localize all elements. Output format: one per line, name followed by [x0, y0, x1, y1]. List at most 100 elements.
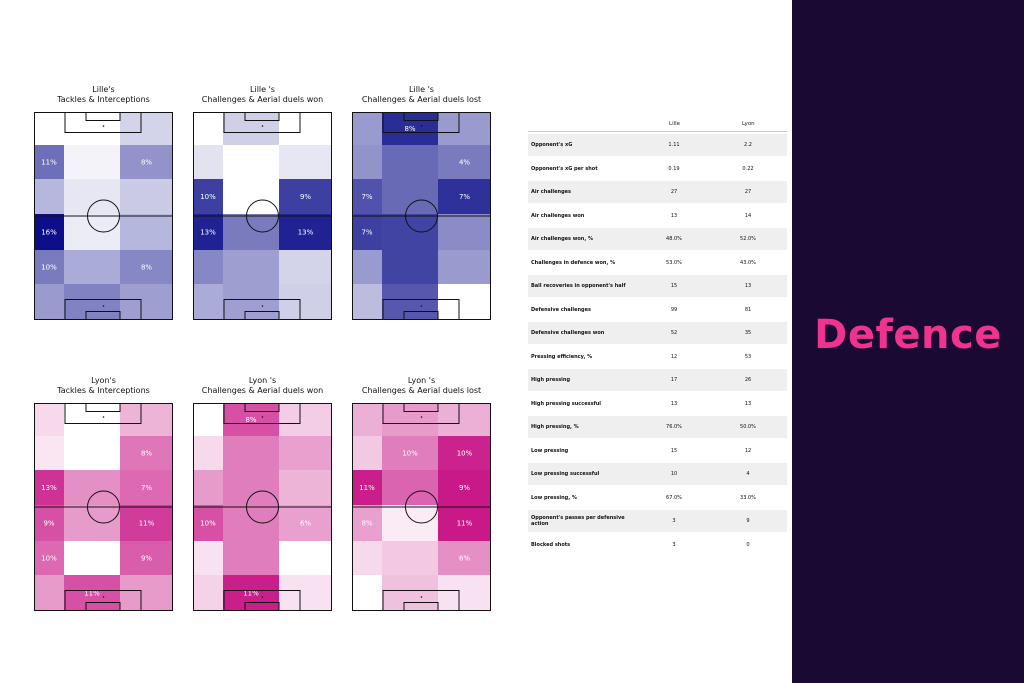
heatmap-cell — [382, 403, 438, 436]
table-row: Ball recoveries in opponent's half 15 13 — [528, 275, 787, 297]
table-row: Air challenges 27 27 — [528, 181, 787, 203]
lyon-value: 13 — [744, 283, 752, 289]
heatmap-cell — [352, 112, 382, 145]
heatmap-cell — [223, 179, 279, 214]
heatmap-title-metric: Tackles & Interceptions — [57, 386, 150, 395]
heatmap-cell — [352, 505, 382, 541]
cell-value-label: 6% — [459, 555, 470, 563]
heatmap-cell — [352, 470, 382, 505]
table-row: Low pressing 15 12 — [528, 440, 787, 462]
lille-value: 15 — [670, 283, 678, 289]
goal-area-bottom — [403, 602, 439, 611]
table-row: Opponent's xG per shot 0.19 0.22 — [528, 158, 787, 180]
heatmap-cell — [193, 436, 223, 470]
heatmap-cell — [193, 179, 223, 214]
heatmap-cell — [438, 284, 491, 320]
heatmap-cell — [64, 145, 120, 179]
heatmap-cell — [34, 214, 64, 250]
stat-label: High pressing, % — [531, 424, 579, 430]
cell-value-label: 13% — [41, 484, 57, 492]
heatmap-title-metric: Challenges & Aerial duels won — [201, 95, 324, 104]
heatmap-cell — [438, 214, 491, 250]
goal-area-bottom — [403, 311, 439, 320]
penalty-spot-top — [420, 416, 423, 418]
table-row: Blocked shots 3 0 — [528, 534, 787, 556]
stat-label: Low pressing, % — [531, 494, 577, 501]
lille-value: 3 — [672, 518, 676, 524]
heatmap-cell — [64, 541, 120, 575]
lille-value: 0.19 — [668, 165, 680, 172]
goal-area-bottom — [85, 602, 121, 611]
heatmap-cell — [279, 145, 332, 179]
lyon-value: 43.0% — [740, 259, 756, 266]
heatmap-cell — [34, 575, 64, 611]
lyon-value: 9 — [746, 518, 750, 524]
heatmap-cell — [438, 575, 491, 611]
cell-value-label: 10% — [457, 450, 473, 458]
heatmap-cell — [382, 541, 438, 575]
table-row: High pressing 17 26 — [528, 369, 787, 391]
goal-area-top — [403, 403, 439, 412]
centre-circle — [246, 199, 279, 233]
heatmap-cell — [223, 214, 279, 250]
heatmap-cell — [352, 284, 382, 320]
cell-value-label: 10% — [41, 555, 57, 563]
heatmap-title-metric: Tackles & Interceptions — [57, 95, 150, 104]
heatmap-cell — [193, 575, 223, 611]
penalty-spot-bottom — [261, 596, 264, 598]
heatmap-cell — [223, 250, 279, 284]
heatmap-cell — [352, 179, 382, 214]
heatmap-cell — [438, 145, 491, 179]
goal-area-top — [244, 112, 280, 121]
heatmap-cell — [352, 250, 382, 284]
table-row: Challenges in defence won, % 53.0% 43.0% — [528, 252, 787, 274]
lyon-value: 4 — [746, 471, 750, 477]
lille-value: 53.0% — [666, 259, 682, 266]
heatmap-cell — [193, 145, 223, 179]
heatmap-cell — [382, 145, 438, 179]
heatmap-cell — [382, 112, 438, 145]
column-header-lille: Lille — [669, 121, 681, 127]
heatmap-pitch: 10% 10% 11% 9% 8% 11% 6% — [352, 403, 491, 611]
heatmap-cell — [64, 505, 120, 541]
heatmap-cell — [64, 214, 120, 250]
cell-value-label: 11% — [84, 590, 100, 598]
heatmap-cell — [34, 541, 64, 575]
table-row: Air challenges won 13 14 — [528, 205, 787, 227]
heatmap-cell — [438, 541, 491, 575]
heatmap-title: Lille 's Challenges & Aerial duels lost — [347, 85, 497, 105]
heatmap-cell — [64, 436, 120, 470]
heatmap-title-team: Lille 's — [250, 85, 275, 94]
lille-value: 3 — [672, 541, 676, 548]
table-row: High pressing successful 13 13 — [528, 393, 787, 415]
heatmap-cell — [193, 284, 223, 320]
heatmap-cell — [279, 505, 332, 541]
cell-value-label: 7% — [361, 193, 372, 201]
heatmap-title-team: Lyon's — [91, 376, 116, 385]
heatmap-title: Lille's Tackles & Interceptions — [29, 85, 179, 105]
heatmap-cell — [34, 250, 64, 284]
stat-label: Opponent's passes per defensive action — [531, 515, 625, 527]
heatmap-cell — [120, 403, 173, 436]
lille-value: 67.0% — [666, 494, 682, 501]
heatmap-cell — [193, 250, 223, 284]
section-title: Defence — [814, 312, 1002, 358]
heatmap-cell — [352, 403, 382, 436]
goal-area-top — [403, 112, 439, 121]
lyon-value: 50.0% — [740, 424, 756, 430]
heatmap-title-team: Lyon 's — [248, 376, 277, 385]
table-row: Opponent's passes per defensive action 3 9 — [528, 510, 787, 532]
heatmap-cell — [120, 470, 173, 505]
cell-value-label: 13% — [200, 229, 216, 237]
heatmap-cell — [279, 541, 332, 575]
cell-value-label: 16% — [41, 229, 57, 237]
sidebar-panel: Defence — [792, 0, 1024, 683]
stat-label: High pressing successful — [531, 400, 602, 407]
heatmap-cell — [279, 575, 332, 611]
heatmap-cell — [279, 214, 332, 250]
penalty-spot-top — [420, 125, 423, 127]
lyon-value: 33.0% — [740, 494, 756, 501]
heatmap-cell — [64, 284, 120, 320]
lille-value: 12 — [670, 353, 678, 360]
heatmap-cell — [120, 284, 173, 320]
